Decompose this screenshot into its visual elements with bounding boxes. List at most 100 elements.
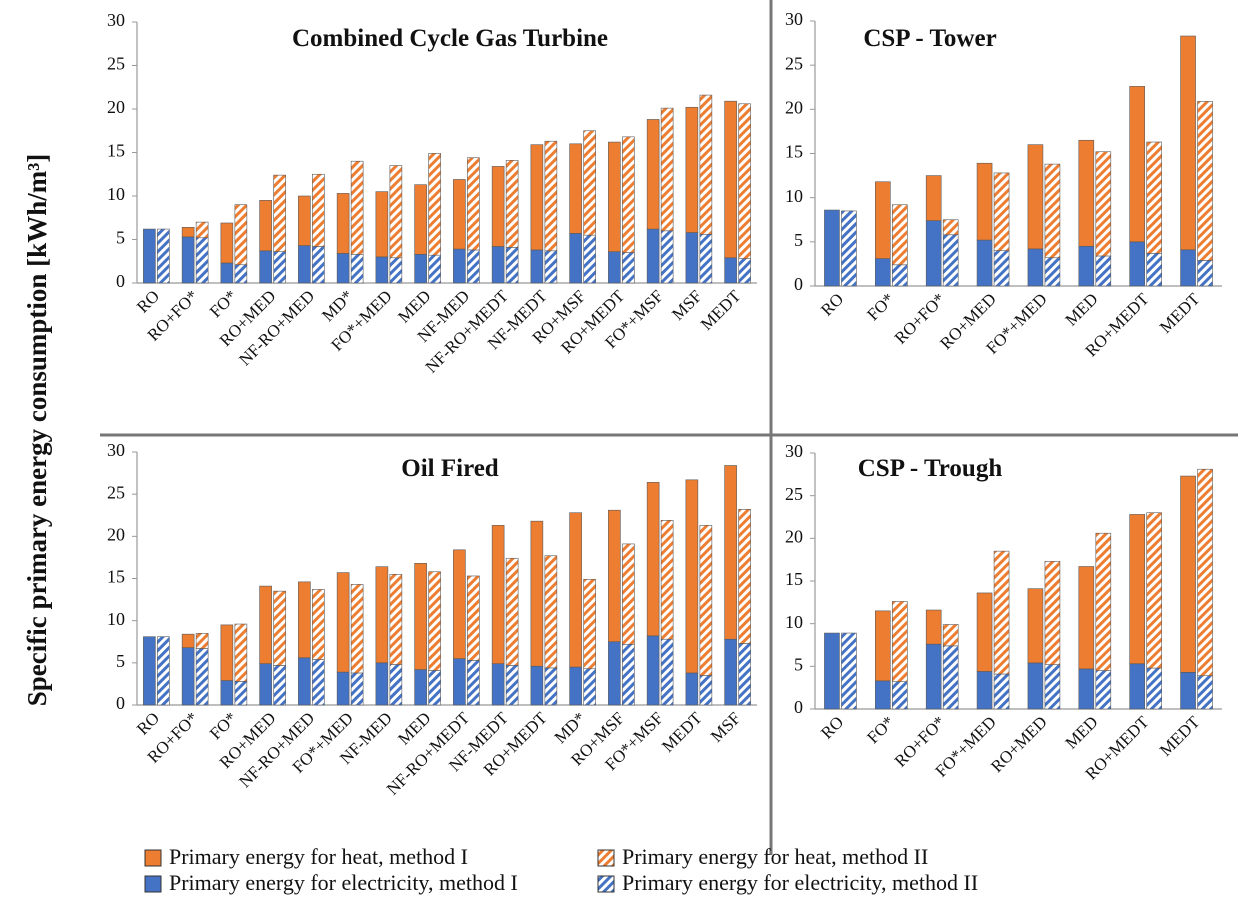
bar-segment	[608, 509, 621, 643]
bar-segment	[467, 575, 480, 661]
bar-segment	[1146, 141, 1162, 254]
bar-segment	[428, 254, 441, 284]
bar-segment	[583, 234, 596, 284]
y-tick-label: 5	[794, 230, 803, 250]
bar-segment	[925, 175, 942, 221]
bar-segment	[1027, 144, 1044, 250]
bar-segment	[1180, 672, 1196, 710]
bar-segment	[234, 204, 248, 266]
bar-segment	[993, 250, 1010, 287]
bar-segment	[646, 635, 660, 706]
x-tick-label: MEDT	[1156, 289, 1204, 337]
bar-segment	[942, 645, 959, 710]
bar-segment	[724, 465, 737, 640]
bar-segment	[841, 632, 857, 710]
bar-segment	[1197, 468, 1213, 677]
bar-segment	[491, 525, 505, 664]
y-tick-label: 30	[107, 440, 125, 460]
bar-segment	[220, 624, 234, 681]
legend-swatch	[597, 875, 615, 893]
bar-segment	[375, 256, 389, 284]
y-tick-label: 10	[785, 612, 803, 632]
bar-segment	[646, 119, 660, 230]
bar-segment	[622, 543, 635, 645]
bar-segment	[976, 162, 993, 241]
bar-segment	[336, 572, 350, 673]
bar-segment	[942, 219, 959, 236]
legend-label: Primary energy for electricity, method I…	[622, 870, 978, 895]
bar-segment	[312, 173, 325, 247]
x-tick-label: RO	[133, 708, 163, 738]
bar-segment	[646, 482, 660, 637]
bar-segment	[685, 479, 699, 674]
bar-segment	[181, 236, 195, 284]
x-tick-label: MED	[1061, 712, 1101, 752]
bar-segment	[259, 200, 272, 252]
chart-title: Combined Cycle Gas Turbine	[292, 25, 608, 52]
bar-segment	[467, 660, 480, 706]
bar-segment	[414, 563, 427, 670]
bar-segment	[428, 571, 441, 671]
bar-segment	[569, 512, 582, 668]
bar-segment	[1129, 663, 1145, 710]
bar-segment	[389, 257, 403, 284]
bar-segment	[993, 550, 1010, 675]
bar-segment	[312, 246, 325, 284]
bar-segment	[892, 264, 908, 287]
bar-segment	[583, 579, 596, 670]
bar-segment	[1095, 670, 1112, 710]
bar-segment	[976, 592, 993, 672]
bar-segment	[234, 681, 248, 706]
legend-label: Primary energy for heat, method I	[169, 844, 468, 869]
bar-segment	[622, 643, 635, 706]
bar-segment	[1044, 664, 1061, 710]
y-tick-label: 10	[107, 184, 125, 204]
bar-segment	[1027, 662, 1044, 710]
chart-title: CSP - Tower	[863, 25, 996, 52]
bar-segment	[298, 581, 311, 659]
legend-swatch	[144, 849, 162, 867]
bar-segment	[569, 233, 582, 284]
bar-segment	[530, 144, 544, 251]
bar-segment	[1129, 514, 1145, 665]
bar-segment	[892, 601, 908, 682]
x-tick-label: FO*	[863, 712, 898, 747]
bar-segment	[1078, 668, 1095, 710]
bar-segment	[1044, 257, 1061, 287]
x-tick-label: MEDT	[658, 708, 706, 756]
bar-segment	[1129, 86, 1145, 243]
bar-segment	[336, 193, 350, 254]
bar-segment	[699, 525, 713, 676]
bar-segment	[1180, 249, 1196, 287]
bar-segment	[414, 253, 427, 284]
bar-segment	[375, 191, 389, 258]
bar-segment	[157, 636, 170, 706]
bar-segment	[583, 668, 596, 706]
bar-segment	[273, 590, 286, 666]
y-tick-label: 0	[794, 697, 803, 717]
bar-segment	[660, 520, 674, 640]
bar-segment	[195, 633, 209, 649]
bar-segment	[622, 136, 635, 253]
y-tick-label: 0	[794, 274, 803, 294]
bar-segment	[453, 658, 466, 706]
y-tick-label: 25	[107, 54, 125, 74]
bar-segment	[892, 681, 908, 710]
y-tick-label: 20	[107, 97, 125, 117]
bar-segment	[453, 549, 466, 659]
bar-segment	[660, 638, 674, 706]
y-tick-label: 15	[107, 567, 125, 587]
bar-segment	[993, 172, 1010, 251]
bar-segment	[375, 662, 389, 706]
bar-segment	[841, 210, 857, 287]
y-tick-label: 5	[116, 651, 125, 671]
bar-segment	[1027, 248, 1044, 287]
bar-segment	[942, 234, 959, 287]
bar-segment	[350, 584, 364, 674]
bar-segment	[491, 166, 505, 247]
bar-segment	[583, 130, 596, 236]
y-tick-label: 10	[785, 186, 803, 206]
y-tick-label: 25	[785, 484, 803, 504]
bar-segment	[298, 195, 311, 246]
